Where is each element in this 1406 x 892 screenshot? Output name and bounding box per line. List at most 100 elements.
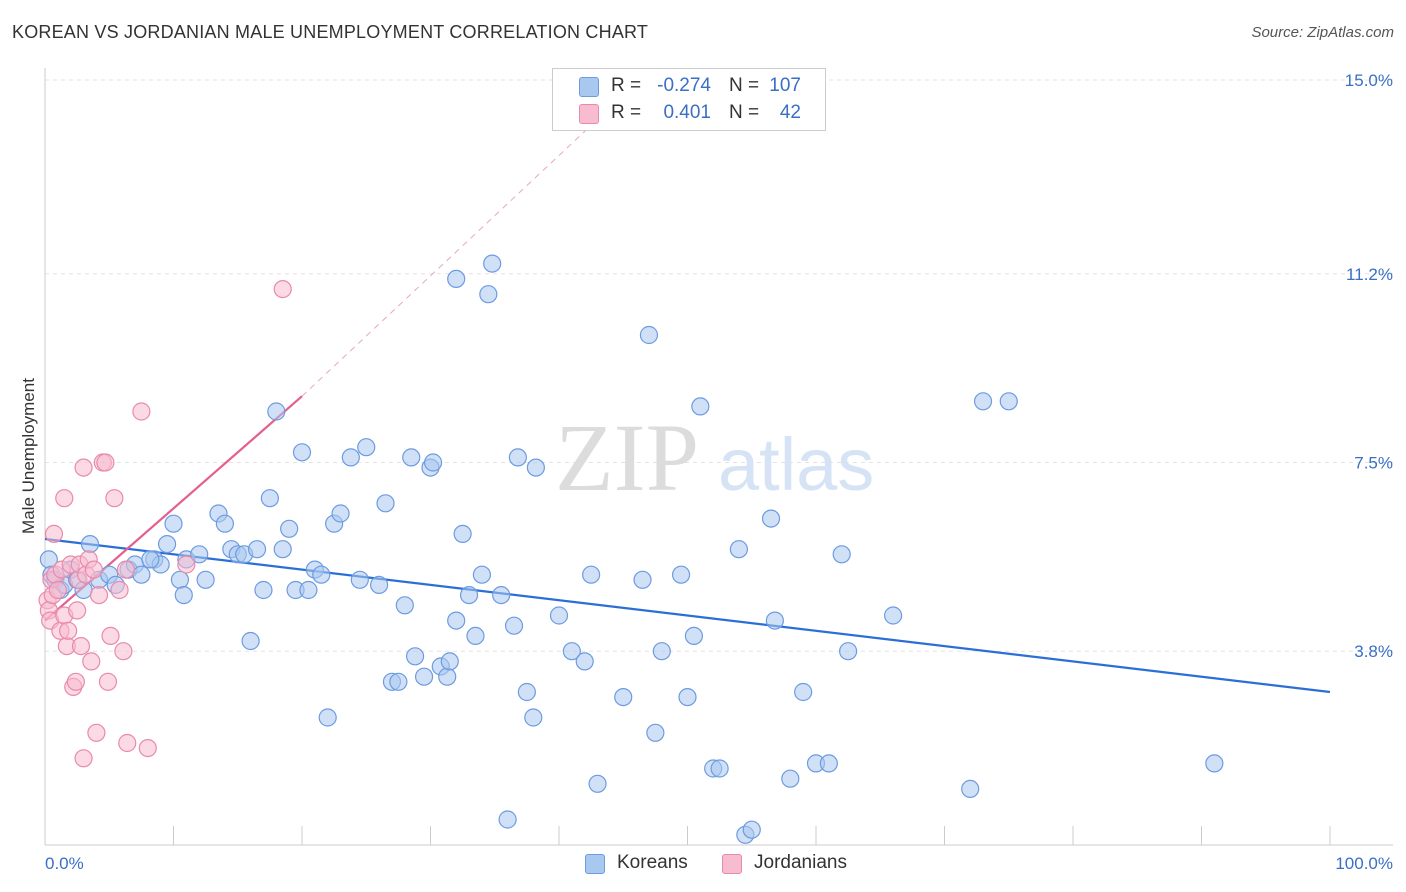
data-point bbox=[504, 616, 524, 635]
legend-label: Jordanians bbox=[754, 852, 847, 873]
x-tick-label: 100.0% bbox=[1335, 854, 1393, 873]
stats-legend: R = -0.274 N = 107 R = 0.401 N = 42 bbox=[552, 68, 826, 131]
data-point bbox=[517, 682, 536, 702]
data-point bbox=[174, 585, 193, 605]
data-point bbox=[318, 708, 337, 727]
data-point bbox=[110, 580, 129, 600]
data-point bbox=[80, 534, 100, 554]
data-point bbox=[132, 402, 151, 421]
data-point bbox=[98, 672, 118, 691]
data-point bbox=[973, 392, 993, 411]
data-point bbox=[157, 534, 177, 554]
data-point bbox=[350, 570, 369, 589]
data-point bbox=[423, 453, 443, 472]
source-label: Source: ZipAtlas.com bbox=[1251, 24, 1394, 41]
data-point bbox=[742, 820, 761, 839]
r-value: 0.401 bbox=[663, 102, 711, 123]
data-point bbox=[170, 570, 190, 589]
x-tick-label: 0.0% bbox=[45, 854, 84, 873]
data-point bbox=[389, 672, 408, 691]
data-point bbox=[466, 626, 485, 646]
data-points bbox=[38, 254, 1224, 844]
series-legend: Koreans Jordanians bbox=[0, 852, 1406, 878]
koreans-points bbox=[39, 254, 1224, 844]
data-point bbox=[44, 524, 64, 544]
jordanians-trend-extension bbox=[301, 94, 624, 397]
y-tick-label: 15.0% bbox=[1345, 71, 1393, 90]
data-point bbox=[472, 565, 491, 584]
y-tick-label: 7.5% bbox=[1354, 454, 1393, 473]
data-point bbox=[118, 733, 137, 753]
data-point bbox=[839, 642, 858, 661]
jordanians-points bbox=[38, 280, 292, 768]
data-point bbox=[395, 596, 414, 615]
data-point bbox=[299, 580, 318, 600]
data-point bbox=[652, 642, 671, 661]
data-point bbox=[48, 580, 67, 600]
data-point bbox=[614, 687, 633, 707]
data-point bbox=[74, 458, 93, 477]
r-value: -0.274 bbox=[657, 75, 711, 96]
data-point bbox=[84, 560, 103, 579]
data-point bbox=[459, 585, 479, 605]
data-point bbox=[267, 402, 286, 421]
data-point bbox=[215, 514, 234, 533]
data-point bbox=[633, 570, 652, 589]
data-point bbox=[582, 565, 601, 584]
data-point bbox=[312, 565, 331, 584]
data-point bbox=[280, 519, 299, 538]
data-point bbox=[999, 392, 1018, 411]
data-point bbox=[405, 647, 425, 666]
watermark-atlas: atlas bbox=[718, 423, 874, 506]
data-point bbox=[357, 438, 376, 457]
data-point bbox=[402, 448, 421, 467]
data-point bbox=[341, 448, 360, 467]
data-point bbox=[196, 570, 215, 589]
data-point bbox=[492, 585, 511, 605]
data-point bbox=[883, 606, 903, 625]
data-point bbox=[292, 443, 312, 462]
data-point bbox=[260, 489, 279, 508]
trend-lines bbox=[44, 94, 1331, 694]
koreans-trend-line bbox=[44, 537, 1331, 694]
r-label: R = bbox=[611, 102, 642, 123]
y-tick-label: 3.8% bbox=[1354, 642, 1393, 661]
data-point bbox=[588, 774, 607, 793]
data-point bbox=[440, 652, 459, 671]
data-point bbox=[549, 606, 569, 625]
data-point bbox=[639, 325, 659, 345]
data-point bbox=[68, 601, 87, 620]
data-point bbox=[138, 738, 157, 758]
data-point bbox=[331, 504, 350, 523]
data-point bbox=[114, 642, 133, 661]
watermark-zip: ZIP bbox=[555, 404, 699, 511]
data-point bbox=[483, 254, 502, 273]
data-point bbox=[55, 489, 74, 508]
data-point bbox=[710, 759, 729, 778]
tick-labels: 3.8% 7.5% 11.2% 15.0% 0.0% 100.0% bbox=[45, 71, 1393, 873]
n-value: 107 bbox=[769, 75, 801, 96]
data-point bbox=[508, 448, 527, 467]
data-point bbox=[273, 280, 292, 299]
data-point bbox=[1205, 754, 1224, 773]
data-point bbox=[254, 580, 273, 600]
n-label: N = bbox=[729, 102, 760, 123]
data-point bbox=[562, 642, 581, 661]
data-point bbox=[447, 269, 466, 288]
data-point bbox=[526, 458, 545, 477]
y-axis-title: Male Unemployment bbox=[19, 378, 38, 534]
data-point bbox=[646, 723, 665, 742]
data-point bbox=[105, 489, 124, 508]
data-point bbox=[141, 550, 160, 569]
data-point bbox=[87, 723, 106, 742]
data-point bbox=[190, 545, 209, 564]
data-point bbox=[832, 545, 851, 564]
y-tick-label: 11.2% bbox=[1346, 265, 1393, 284]
data-point bbox=[453, 524, 472, 544]
data-point bbox=[691, 397, 710, 416]
data-point bbox=[59, 621, 78, 640]
data-point bbox=[241, 631, 260, 651]
data-point bbox=[781, 769, 800, 788]
chart-title: KOREAN VS JORDANIAN MALE UNEMPLOYMENT CO… bbox=[12, 22, 649, 42]
